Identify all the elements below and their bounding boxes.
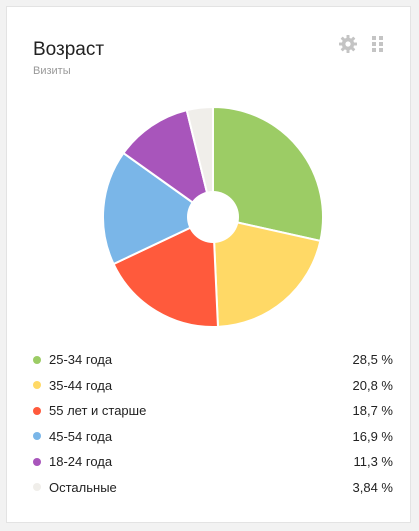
legend-value-5: 3,84 %	[352, 479, 393, 495]
legend-item-3[interactable]: 45-54 года 16,9 %	[33, 424, 393, 450]
pie-slice-4[interactable]	[122, 108, 215, 220]
gear-icon[interactable]	[338, 34, 358, 54]
legend-label-2: 55 лет и старше	[49, 403, 147, 419]
legend-item-2[interactable]: 55 лет и старше 18,7 %	[33, 398, 393, 424]
legend-item-5[interactable]: Остальные 3,84 %	[33, 475, 393, 501]
legend-swatch-1	[33, 381, 41, 390]
pie-slice-5[interactable]	[185, 105, 214, 218]
legend-value-3: 16,9 %	[352, 428, 393, 444]
widget-subtitle: Визиты	[33, 65, 71, 77]
legend-label-4: 18-24 года	[49, 454, 113, 470]
pie-slice-3[interactable]	[102, 151, 215, 266]
legend-label-3: 45-54 года	[49, 428, 113, 444]
chart-legend: 25-34 года 28,5 % 35-44 года 20,8 % 55 лет и…	[33, 347, 393, 500]
legend-swatch-5	[33, 483, 41, 492]
legend-label-0: 25-34 года	[49, 352, 113, 368]
pie-slice-2[interactable]	[112, 215, 220, 328]
legend-label-5: Остальные	[49, 479, 117, 495]
legend-swatch-0	[33, 355, 41, 364]
legend-value-1: 20,8 %	[352, 377, 393, 393]
legend-label-1: 35-44 года	[49, 377, 113, 393]
legend-swatch-3	[33, 432, 41, 441]
age-pie-chart	[102, 105, 324, 328]
widget-title: Возраст	[33, 39, 105, 60]
legend-value-2: 18,7 %	[352, 403, 393, 419]
legend-swatch-2	[33, 406, 41, 415]
drag-handle-icon[interactable]	[368, 34, 388, 54]
legend-item-1[interactable]: 35-44 года 20,8 %	[33, 373, 393, 399]
legend-value-0: 28,5 %	[352, 352, 393, 368]
donut-hole	[187, 191, 239, 243]
legend-value-4: 11,3 %	[353, 454, 393, 470]
legend-item-4[interactable]: 18-24 года 11,3 %	[33, 449, 393, 475]
legend-item-0[interactable]: 25-34 года 28,5 %	[33, 347, 393, 373]
pie-slice-0[interactable]	[212, 105, 324, 243]
widget-tools	[338, 34, 388, 54]
age-widget: Возраст Визиты	[6, 6, 411, 523]
pie-slice-1[interactable]	[211, 215, 322, 328]
legend-swatch-4	[33, 457, 41, 466]
